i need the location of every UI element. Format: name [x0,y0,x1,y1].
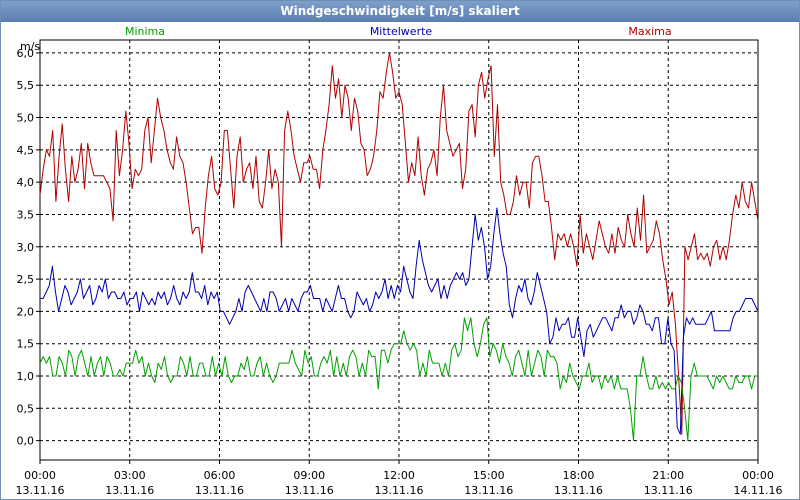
y-axis-unit-label: m/s [20,40,40,53]
legend: Minima Mittelwerte Maxima [125,25,672,38]
x-tick-date: 13.11.16 [105,484,154,497]
y-tick-label: 6,0 [17,47,35,60]
x-tick-date: 13.11.16 [285,484,334,497]
series-line-mittelwerte [40,207,759,435]
x-tick-time: 00:00 [742,469,774,482]
axes [36,39,759,464]
y-tick-label: 1,5 [17,338,35,351]
y-tick-label: 5,5 [17,79,35,92]
y-tick-label: 1,0 [17,370,35,383]
x-tick-date: 13.11.16 [464,484,513,497]
x-tick-date: 13.11.16 [375,484,424,497]
x-tick-time: 21:00 [652,469,684,482]
x-tick-time: 03:00 [114,469,146,482]
y-tick-label: 4,5 [17,144,35,157]
y-tick-label: 5,0 [17,112,35,125]
x-tick-date: 13.11.16 [644,484,693,497]
y-tick-label: 2,0 [17,305,35,318]
y-tick-label: 3,5 [17,208,35,221]
y-tick-label: 4,0 [17,176,35,189]
x-axis-tick-labels: 00:00 13.11.16 03:00 13.11.16 06:00 13.11.16 0… [16,469,783,497]
x-tick-time: 06:00 [204,469,236,482]
legend-mittelwerte: Mittelwerte [370,25,433,38]
y-tick-label: 0,0 [17,435,35,448]
grid-lines [40,40,758,460]
chart-title: Windgeschwindigkeit [m/s] skaliert [1,1,799,22]
series-lines [39,52,759,442]
y-tick-label: 3,0 [17,241,35,254]
x-tick-time: 18:00 [563,469,595,482]
y-tick-label: 2,5 [17,273,35,286]
x-tick-time: 12:00 [383,469,415,482]
legend-minima: Minima [125,25,165,38]
series-line-maxima [39,52,759,435]
y-axis-tick-labels: 0,0 0,5 1,0 1,5 2,0 2,5 3,0 3,5 4,0 4,5 5,0 5,5 6,0 [17,47,35,448]
x-tick-time: 15:00 [473,469,505,482]
x-tick-date: 13.11.16 [16,484,65,497]
x-tick-time: 09:00 [293,469,325,482]
x-tick-date: 14.11.16 [734,484,783,497]
x-tick-date: 13.11.16 [195,484,244,497]
x-tick-time: 00:00 [24,469,56,482]
series-line-minima [39,317,758,442]
x-tick-date: 13.11.16 [554,484,603,497]
legend-maxima: Maxima [628,25,671,38]
y-tick-label: 0,5 [17,402,35,415]
